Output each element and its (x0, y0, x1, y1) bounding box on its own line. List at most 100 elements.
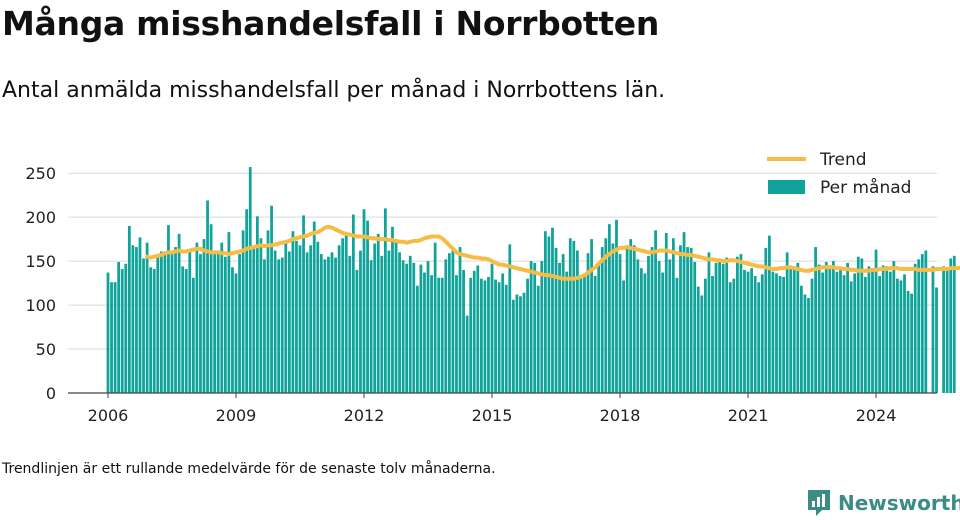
bar (476, 265, 480, 393)
x-tick-label: 2006 (88, 406, 129, 425)
bar (668, 259, 672, 393)
bar (522, 292, 526, 393)
bar (284, 242, 288, 393)
bar (547, 236, 551, 393)
bar (768, 235, 771, 393)
bar (572, 240, 576, 393)
bar (120, 269, 124, 393)
bar (810, 278, 814, 393)
bar (760, 274, 764, 393)
brand-logo: Newsworthy (806, 488, 960, 518)
bar (447, 253, 451, 393)
bar (654, 230, 657, 393)
bar (138, 237, 142, 393)
bar (800, 285, 803, 393)
bar (195, 242, 199, 393)
bar (575, 250, 579, 393)
bar (405, 263, 409, 393)
bar (533, 262, 537, 393)
bar (661, 272, 665, 393)
bar (536, 285, 540, 393)
x-tick-label: 2021 (728, 406, 769, 425)
bar (878, 276, 881, 393)
bar (479, 278, 483, 393)
bar (223, 256, 227, 393)
bar (248, 167, 252, 393)
bar (270, 205, 273, 393)
bar (298, 245, 302, 393)
bar (664, 232, 668, 393)
bar (152, 269, 156, 393)
bar (277, 259, 281, 393)
bar (725, 257, 729, 393)
bar (206, 200, 209, 393)
bar (287, 251, 291, 393)
bar (355, 269, 359, 393)
bar (849, 281, 853, 393)
bar (455, 275, 458, 393)
bar (305, 252, 309, 393)
bar (913, 263, 917, 393)
bar (750, 268, 753, 393)
bar (494, 279, 497, 393)
bar (607, 224, 611, 393)
bar (330, 252, 334, 393)
bar (888, 271, 892, 393)
bar (853, 273, 857, 393)
bar (145, 242, 149, 393)
bar (721, 263, 725, 393)
bar (561, 254, 565, 393)
bar (579, 275, 583, 393)
bar (935, 287, 938, 393)
bar (366, 220, 369, 393)
bar (881, 265, 885, 393)
y-tick-label: 50 (36, 340, 56, 359)
bar (408, 255, 412, 393)
bar (792, 268, 796, 393)
bar (832, 261, 835, 393)
bar (327, 256, 330, 393)
bar (127, 225, 131, 393)
bar (383, 208, 387, 393)
bar (391, 226, 394, 393)
bar (775, 273, 778, 393)
bar (764, 247, 768, 393)
bar (255, 216, 259, 393)
bar (490, 263, 494, 393)
bar (334, 257, 337, 393)
bar (469, 277, 473, 393)
bar (586, 253, 590, 393)
bar (316, 241, 320, 393)
bar (551, 227, 554, 393)
bar (650, 247, 654, 393)
bar (728, 282, 732, 393)
bar (945, 269, 949, 393)
bar (618, 254, 622, 393)
bar (163, 254, 167, 393)
y-tick-label: 100 (25, 296, 56, 315)
bar (216, 254, 220, 393)
bar (213, 250, 217, 393)
bar (675, 277, 679, 393)
bar (458, 247, 462, 393)
bar (540, 261, 544, 393)
chart-subtitle: Antal anmälda misshandelsfall per månad … (2, 78, 666, 103)
bar (899, 280, 903, 393)
bar (319, 254, 323, 393)
bar (543, 231, 547, 393)
bar (583, 276, 586, 393)
bar (703, 278, 707, 393)
bar (817, 264, 821, 393)
bar (952, 255, 956, 393)
bar (568, 238, 572, 393)
bar (337, 245, 341, 393)
bar (625, 247, 629, 393)
bar (821, 272, 825, 393)
bar (291, 231, 295, 393)
bar (778, 276, 782, 393)
bar (202, 239, 206, 393)
bar (632, 245, 636, 393)
bar (462, 269, 465, 393)
bar (348, 255, 352, 393)
bar (266, 230, 270, 393)
